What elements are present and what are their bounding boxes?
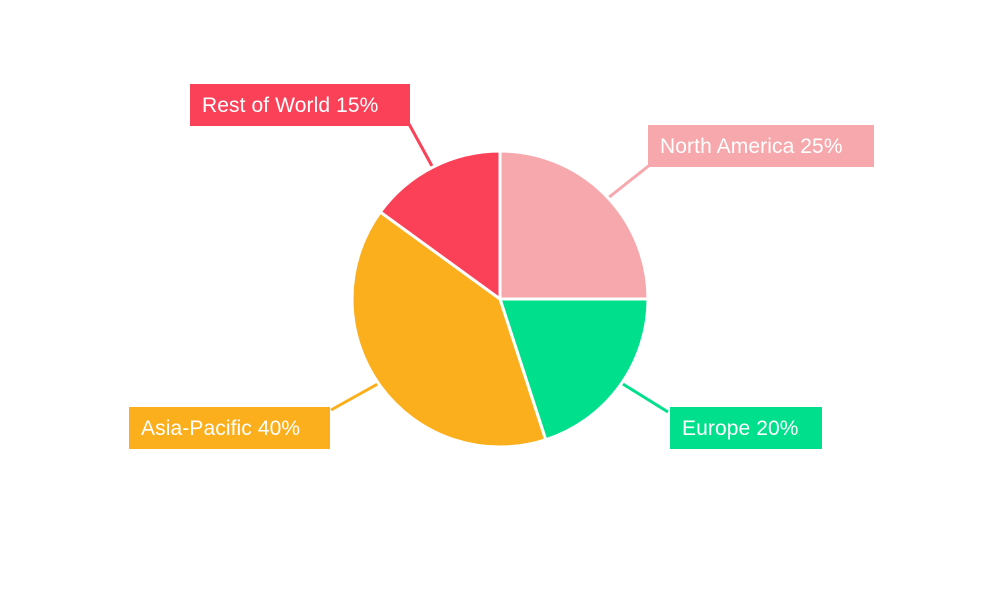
leader-line-asia-pacific [330,379,384,412]
pie-slices-group [350,149,650,449]
leader-line-rest-of-world [407,123,434,167]
leader-lines-group [330,123,669,414]
callout-asia-pacific[interactable]: Asia-Pacific 40% [129,407,330,449]
callout-label-rest-of-world: Rest of World 15% [202,93,379,117]
pie-slice-asia-pacific[interactable] [350,210,548,449]
pie-slice-rest-of-world[interactable] [378,149,502,301]
callout-label-europe: Europe 20% [682,416,799,440]
callout-label-north-america: North America 25% [660,134,843,158]
callout-europe[interactable]: Europe 20% [670,407,822,449]
callout-rest-of-world[interactable]: Rest of World 15% [190,84,410,126]
pie-slice-north-america[interactable] [498,149,650,301]
leader-line-north-america [602,162,652,204]
leader-line-europe [617,379,669,414]
pie-slice-europe[interactable] [498,297,650,442]
callout-north-america[interactable]: North America 25% [648,125,874,167]
callout-label-asia-pacific: Asia-Pacific 40% [141,416,301,440]
